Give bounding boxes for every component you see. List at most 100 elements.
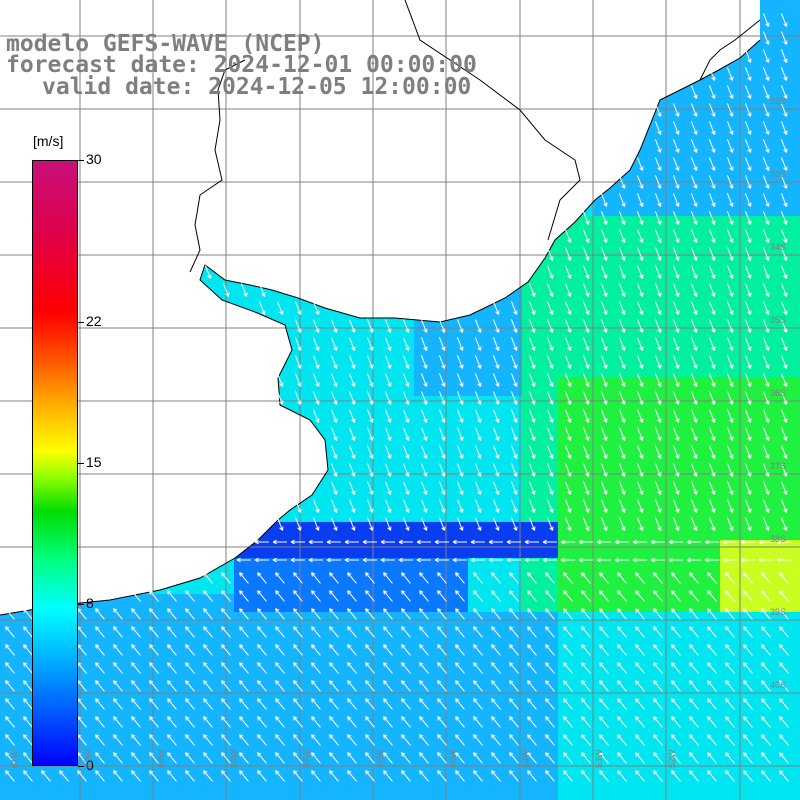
wind-arrow	[293, 626, 303, 638]
wind-cell	[756, 90, 774, 108]
wind-arrow	[401, 662, 411, 674]
wind-arrow	[203, 680, 213, 692]
wind-arrow	[780, 319, 788, 333]
wind-arrow	[668, 557, 683, 563]
latitude-label: 34S	[770, 242, 787, 252]
wind-arrow	[545, 626, 555, 638]
wind-cell	[792, 504, 800, 522]
wind-cell	[648, 774, 666, 792]
wind-cell	[756, 630, 774, 648]
wind-cell	[702, 720, 720, 738]
wind-arrow	[527, 662, 537, 674]
wind-cell	[558, 612, 576, 630]
wind-cell	[522, 774, 540, 792]
wind-cell	[234, 738, 252, 756]
wind-arrow	[401, 752, 411, 764]
wind-arrow	[654, 337, 662, 351]
wind-cell	[378, 432, 396, 450]
wind-arrow	[744, 85, 752, 99]
wind-arrow	[258, 283, 266, 297]
wind-arrow	[617, 608, 627, 620]
wind-arrow	[722, 557, 737, 563]
wind-arrow	[149, 770, 159, 782]
wind-cell	[468, 396, 486, 414]
wind-cell	[90, 648, 108, 666]
wind-arrow	[113, 662, 123, 674]
wind-arrow	[509, 626, 519, 638]
wind-cell	[414, 576, 432, 594]
wind-arrow	[167, 608, 177, 620]
wind-arrow	[654, 445, 662, 459]
wind-cell	[666, 270, 684, 288]
wind-cell	[540, 738, 558, 756]
wind-arrow	[599, 734, 609, 746]
wind-arrow	[614, 539, 629, 545]
wind-cell	[522, 432, 540, 450]
wind-arrow	[365, 752, 375, 764]
wind-cell	[738, 252, 756, 270]
wind-arrow	[618, 481, 626, 495]
wind-cell	[306, 576, 324, 594]
wind-cell	[360, 522, 378, 540]
wind-arrow	[581, 752, 591, 764]
wind-arrow	[420, 373, 428, 387]
wind-arrow	[383, 662, 393, 674]
wind-cell	[792, 468, 800, 486]
wind-cell	[576, 558, 594, 576]
wind-arrow	[618, 391, 626, 405]
wind-cell	[36, 774, 54, 792]
wind-arrow	[239, 626, 249, 638]
wind-arrow	[671, 590, 681, 602]
wind-arrow	[113, 698, 123, 710]
coastline	[0, 0, 761, 616]
wind-arrow	[383, 770, 393, 782]
wind-arrow	[203, 734, 213, 746]
wind-cell	[756, 36, 774, 54]
wind-arrow	[762, 175, 770, 189]
wind-cell	[468, 360, 486, 378]
wind-arrow	[545, 608, 555, 620]
wind-arrow	[257, 752, 267, 764]
wind-arrow	[654, 139, 662, 153]
wind-arrow	[762, 121, 770, 135]
colorbar-tick-label: 15	[86, 454, 102, 470]
wind-arrow	[203, 752, 213, 764]
wind-arrow	[258, 301, 266, 315]
wind-cell	[360, 594, 378, 612]
wind-arrow	[618, 211, 626, 225]
wind-arrow	[780, 499, 788, 513]
wind-arrow	[257, 734, 267, 746]
wind-cell	[450, 774, 468, 792]
wind-arrow	[185, 590, 195, 602]
wind-arrow	[560, 557, 575, 563]
wind-arrow	[275, 770, 285, 782]
wind-cell	[792, 612, 800, 630]
wind-cell	[342, 504, 360, 522]
wind-arrow	[654, 247, 662, 261]
wind-cell	[270, 576, 288, 594]
wind-cell	[504, 630, 522, 648]
wind-cell	[288, 702, 306, 720]
wind-arrow	[95, 626, 105, 638]
wind-cell	[738, 180, 756, 198]
wind-cell	[630, 558, 648, 576]
wind-cell	[684, 306, 702, 324]
longitude-label: 58W	[229, 749, 239, 768]
wind-arrow	[672, 517, 680, 531]
wind-arrow	[563, 608, 573, 620]
wind-cell	[288, 324, 306, 342]
wind-arrow	[689, 680, 699, 692]
wind-arrow	[690, 409, 698, 423]
wind-cell	[180, 666, 198, 684]
wind-arrow	[671, 644, 681, 656]
wind-cell	[378, 756, 396, 774]
wind-arrow	[383, 752, 393, 764]
wind-cell	[504, 540, 522, 558]
wind-cell	[378, 540, 396, 558]
wind-arrow	[149, 626, 159, 638]
wind-cell	[396, 360, 414, 378]
wind-arrow	[635, 734, 645, 746]
wind-arrow	[362, 539, 377, 545]
wind-cell	[612, 180, 630, 198]
wind-arrow	[636, 157, 644, 171]
